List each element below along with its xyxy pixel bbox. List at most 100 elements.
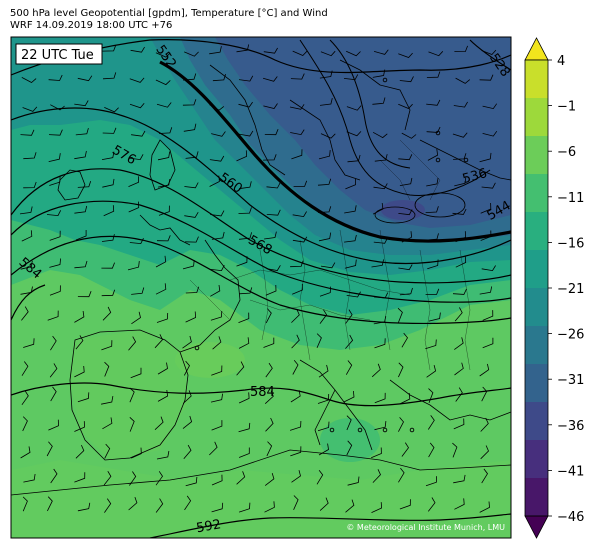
wind-barb bbox=[373, 237, 388, 244]
wind-barb bbox=[454, 337, 464, 350]
wind-barb bbox=[212, 73, 226, 82]
wind-barb bbox=[20, 446, 31, 459]
wind-barb bbox=[371, 363, 381, 378]
wind-barb bbox=[157, 390, 169, 402]
wind-barb bbox=[104, 361, 110, 377]
wind-barb bbox=[182, 335, 192, 349]
wind-barb bbox=[290, 129, 305, 136]
wind-barb bbox=[263, 154, 277, 161]
colorbar: 4 −1 −6 −11 −16 −21 −26 −31 −36 −41 −46 bbox=[524, 37, 584, 539]
wind-barb bbox=[454, 45, 468, 52]
colorbar-tick-label: −11 bbox=[557, 191, 584, 206]
wind-barb bbox=[101, 151, 115, 160]
wind-barb bbox=[77, 180, 92, 188]
wind-barb bbox=[47, 310, 59, 321]
wind-barb bbox=[290, 446, 302, 457]
wind-barb bbox=[266, 182, 281, 189]
wind-barb bbox=[317, 206, 332, 213]
wind-barb bbox=[318, 364, 329, 378]
colorbar-bottom-extend bbox=[524, 515, 549, 539]
wind-barb bbox=[480, 445, 489, 460]
wind-barb bbox=[453, 474, 466, 484]
wind-barb bbox=[157, 362, 168, 375]
wind-barb bbox=[238, 502, 251, 513]
wind-barb bbox=[183, 444, 192, 459]
wind-barb bbox=[155, 498, 164, 513]
wind-barb bbox=[127, 261, 140, 271]
colorbar-band bbox=[525, 60, 548, 99]
wind-barb bbox=[479, 363, 490, 377]
wind-barb bbox=[427, 497, 436, 512]
wind-barb bbox=[238, 287, 253, 295]
wind-barb bbox=[265, 308, 272, 324]
wind-barb bbox=[346, 291, 361, 298]
wind-barb bbox=[155, 79, 171, 86]
contour-label-592: 592 bbox=[195, 517, 222, 536]
wind-barb bbox=[183, 73, 197, 81]
wind-barb bbox=[425, 339, 437, 350]
wind-barb bbox=[372, 69, 386, 78]
wind-barb bbox=[46, 210, 62, 217]
wind-barb bbox=[317, 178, 332, 186]
wind-barb bbox=[453, 101, 468, 108]
wind-barb bbox=[346, 440, 353, 456]
wind-barb bbox=[399, 287, 413, 296]
wind-barb bbox=[236, 471, 246, 485]
wind-barb bbox=[319, 309, 328, 324]
wind-barb bbox=[238, 75, 254, 82]
wind-barb bbox=[77, 502, 91, 512]
wind-barb bbox=[101, 234, 115, 242]
colorbar-band bbox=[525, 288, 548, 327]
colorbar-tick-label: −16 bbox=[557, 236, 584, 251]
wind-barb bbox=[480, 417, 489, 432]
wind-barb bbox=[238, 337, 250, 349]
wind-barb bbox=[210, 265, 225, 272]
wind-barb bbox=[346, 131, 362, 137]
colorbar-tick-label: −6 bbox=[557, 145, 576, 160]
wind-barb bbox=[263, 103, 278, 109]
wind-barb bbox=[455, 387, 463, 402]
wind-barb bbox=[266, 441, 273, 457]
wind-barb bbox=[293, 180, 308, 187]
wind-barb bbox=[75, 230, 87, 241]
wind-barb bbox=[129, 238, 144, 245]
wind-barb bbox=[372, 97, 386, 105]
wind-barb bbox=[238, 101, 253, 108]
wind-barb bbox=[426, 99, 441, 106]
wind-barb bbox=[20, 286, 33, 295]
wind-barb bbox=[74, 100, 89, 107]
wind-barb bbox=[21, 77, 37, 83]
wind-barb bbox=[155, 283, 167, 295]
wind-barb bbox=[265, 362, 273, 378]
wind-barb bbox=[184, 211, 199, 218]
wind-barb bbox=[345, 334, 354, 349]
wind-barb bbox=[209, 441, 218, 456]
wind-barb bbox=[428, 388, 434, 404]
wind-barb bbox=[101, 289, 116, 297]
wind-barb bbox=[47, 496, 53, 512]
wind-barb bbox=[129, 102, 145, 109]
wind-barb bbox=[182, 390, 192, 404]
colorbar-band bbox=[525, 174, 548, 213]
wind-barb bbox=[347, 154, 361, 163]
wind-barb bbox=[238, 422, 251, 433]
wind-barb bbox=[479, 501, 490, 513]
wind-barb bbox=[455, 256, 467, 268]
wind-barb bbox=[212, 336, 222, 350]
wind-barb bbox=[236, 256, 248, 267]
wind-barb bbox=[291, 334, 300, 349]
wind-barb bbox=[398, 154, 413, 161]
wind-barb bbox=[320, 133, 336, 139]
wind-barb bbox=[263, 47, 278, 54]
wind-barb bbox=[292, 360, 299, 375]
wind-barb bbox=[182, 415, 193, 429]
wind-barb bbox=[455, 231, 467, 243]
wind-barb bbox=[23, 338, 35, 348]
wind-barb bbox=[291, 470, 301, 483]
wind-barb bbox=[346, 50, 361, 57]
wind-barb bbox=[482, 103, 498, 110]
wind-barb bbox=[264, 472, 275, 486]
wind-barb bbox=[425, 206, 439, 213]
wind-barb bbox=[236, 44, 250, 53]
wind-barb bbox=[157, 179, 171, 188]
